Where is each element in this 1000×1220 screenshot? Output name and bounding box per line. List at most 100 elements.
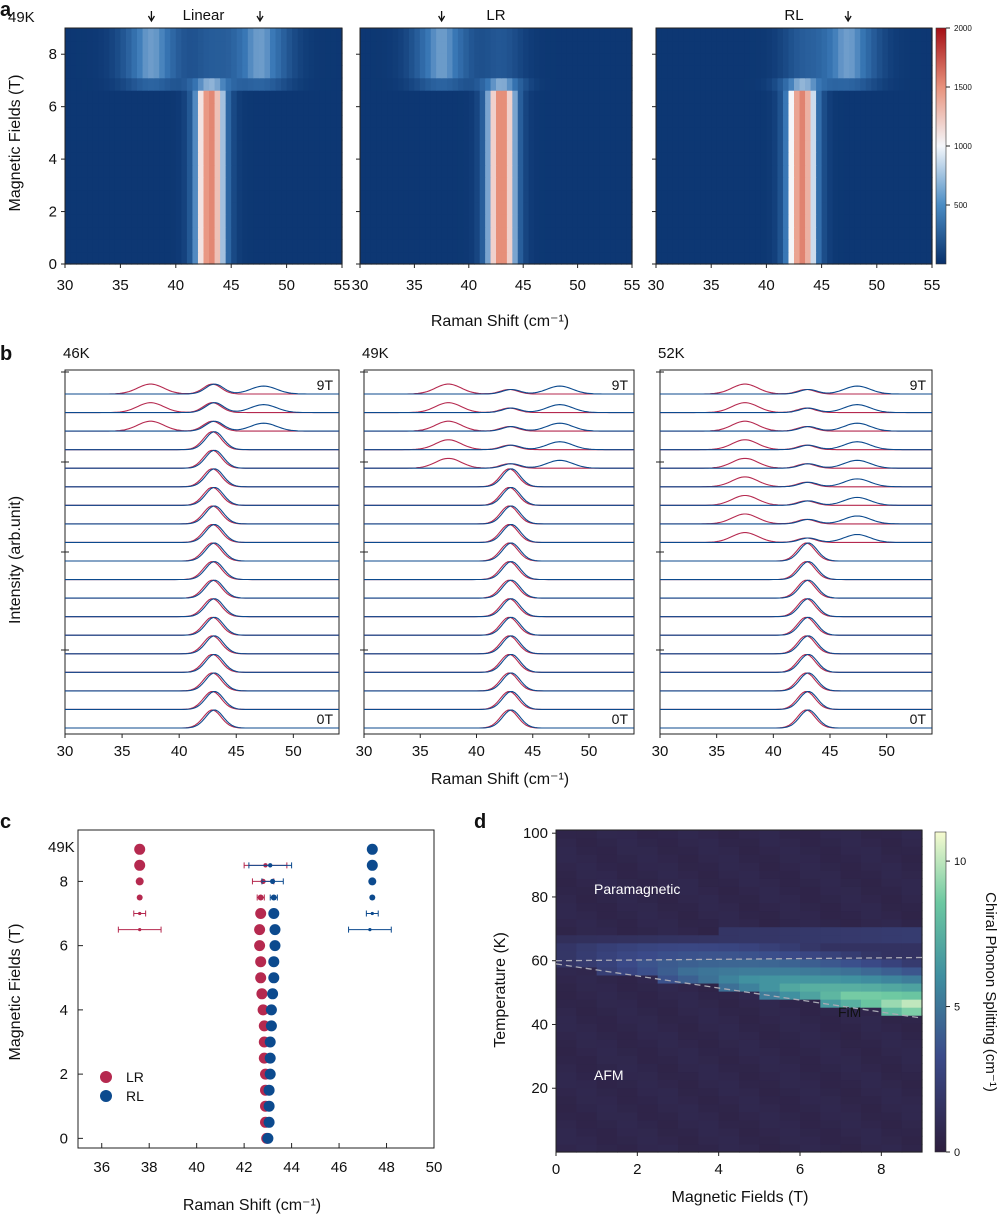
heatmap-cell [887, 77, 894, 91]
heatmap-cell [779, 999, 801, 1008]
heatmap-cell [716, 52, 723, 66]
y-tick-label: 80 [531, 889, 548, 906]
heatmap-cell [755, 102, 762, 116]
heatmap-cell [186, 164, 194, 178]
heatmap-cell [292, 164, 299, 178]
heatmap-cell [881, 894, 903, 904]
heatmap-cell [621, 28, 628, 42]
heatmap-cell [523, 251, 530, 265]
heatmap-cell [125, 152, 133, 166]
heatmap-cell [771, 152, 779, 166]
heatmap-cell [727, 239, 734, 253]
heatmap-cell [596, 1143, 618, 1153]
heatmap-cell [370, 152, 377, 166]
heatmap-cell [901, 846, 923, 855]
heatmap-cell [523, 28, 530, 42]
x-tick-label: 35 [114, 743, 131, 760]
heatmap-cell [164, 114, 171, 128]
heatmap-cell [572, 90, 579, 104]
heatmap-cell [181, 90, 188, 104]
heatmap-cell [661, 127, 668, 141]
heatmap-cell [550, 189, 557, 203]
heatmap-cell [901, 830, 923, 839]
heatmap-cell [330, 90, 338, 104]
heatmap-cell [800, 1055, 821, 1065]
spectrum-lr-1.5T [364, 653, 634, 673]
heatmap-cell [840, 999, 862, 1008]
heatmap-cell [501, 114, 508, 128]
heatmap-cell [871, 251, 878, 265]
heatmap-cell [617, 1087, 638, 1097]
heatmap-cell [325, 214, 332, 228]
heatmap-cell [203, 90, 210, 104]
heatmap-cell [755, 152, 762, 166]
heatmap-cell [739, 894, 760, 904]
heatmap-cell [779, 838, 801, 847]
heatmap-cell [860, 127, 867, 141]
heatmap-cell [893, 189, 900, 203]
heatmap-cell [528, 152, 535, 166]
heatmap-cell [225, 77, 232, 91]
x-tick-label: 40 [460, 277, 477, 294]
heatmap-cell [904, 139, 911, 153]
heatmap-cell [800, 1007, 821, 1016]
heatmap-cell [336, 102, 343, 116]
heatmap-cell [716, 65, 723, 79]
heatmap-cell [755, 127, 762, 141]
heatmap-cell [370, 214, 377, 228]
spectrum-lr-2T [364, 635, 634, 655]
heatmap-cell [550, 152, 557, 166]
heatmap-cell [556, 1063, 577, 1073]
heatmap-cell [593, 127, 600, 141]
heatmap-cell [678, 974, 699, 984]
heatmap-cell [799, 52, 806, 66]
heatmap-cell [576, 830, 598, 839]
heatmap-cell [593, 28, 600, 42]
heatmap-cell [637, 918, 659, 928]
heatmap-cell [365, 40, 372, 54]
heatmap-cell [576, 1135, 598, 1145]
heatmap-cell [403, 251, 410, 265]
heatmap-cell [81, 114, 88, 128]
heatmap-cell [678, 1079, 699, 1089]
heatmap-cell [275, 77, 282, 91]
heatmap-cell [816, 52, 823, 66]
heatmap-cell [788, 152, 795, 166]
heatmap-cell [447, 52, 454, 66]
heatmap-cell [109, 40, 116, 54]
heatmap-cell [506, 65, 513, 79]
heatmap-cell [779, 934, 801, 944]
heatmap-cell [392, 40, 399, 54]
heatmap-cell [861, 886, 882, 895]
heatmap-cell [759, 958, 781, 968]
heatmap-cell [125, 102, 133, 116]
heatmap-cell [860, 102, 867, 116]
heatmap-cell [800, 999, 821, 1008]
heatmap-cell [365, 65, 372, 79]
heatmap-cell [766, 226, 773, 240]
heatmap-cell [103, 239, 110, 253]
heatmap-cell [576, 910, 598, 920]
heatmap-cell [275, 52, 282, 66]
heatmap-cell [550, 77, 557, 91]
heatmap-cell [360, 90, 367, 104]
heatmap-cell [840, 838, 862, 847]
heatmap-cell [534, 77, 541, 91]
heatmap-cell [360, 152, 367, 166]
heatmap-cell [821, 239, 828, 253]
heatmap-cell [621, 201, 628, 215]
heatmap-cell [860, 164, 867, 178]
spectrum-rl-8.5T [65, 402, 339, 414]
heatmap-cell [698, 862, 720, 871]
heatmap-cell [840, 870, 862, 879]
spectrum-rl-7T [660, 459, 932, 469]
heatmap-cell [441, 102, 448, 116]
heatmap-cell [832, 28, 839, 42]
heatmap-cell [689, 114, 696, 128]
heatmap-cell [861, 999, 882, 1008]
heatmap-cell [779, 894, 801, 904]
heatmap-cell [457, 90, 464, 104]
spectrum-lr-2.5T [65, 616, 339, 636]
heatmap-cell [436, 28, 443, 42]
heatmap-cell [414, 152, 421, 166]
